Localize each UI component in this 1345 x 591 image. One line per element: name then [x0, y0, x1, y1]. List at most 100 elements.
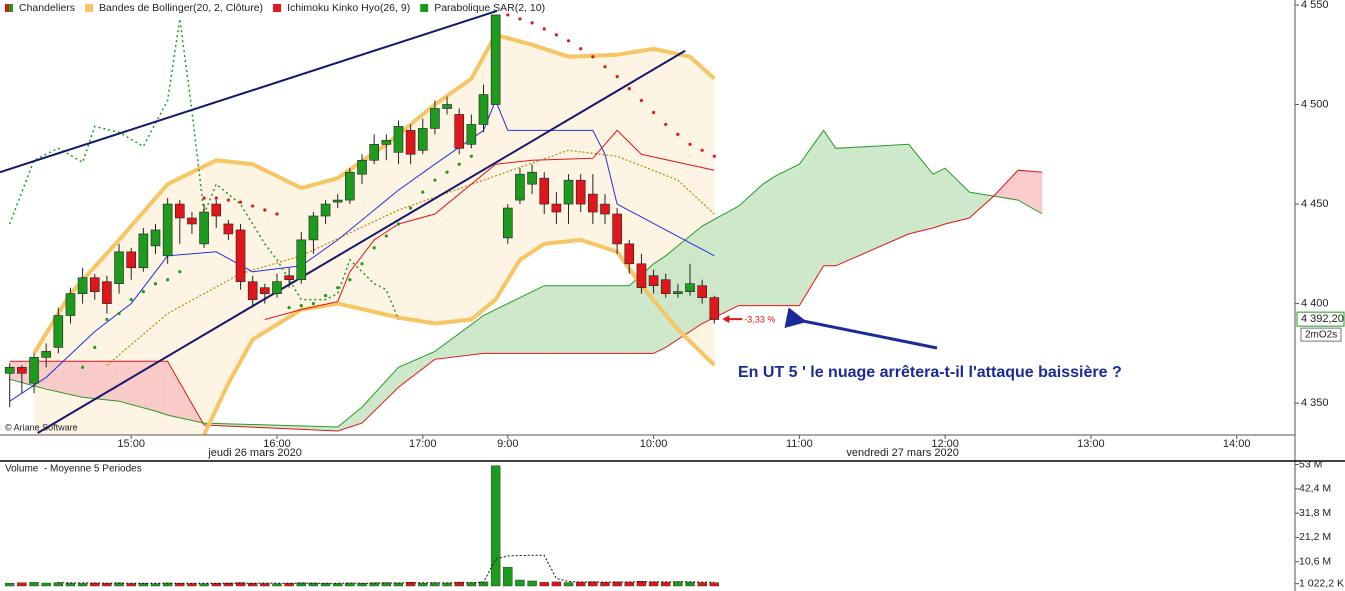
sar-dot [712, 154, 716, 158]
annotation: En UT 5 ' le nuage arrêtera-t-il l'attaq… [738, 364, 1122, 381]
candle-body [308, 215, 319, 241]
candle-body [211, 203, 222, 217]
volume-bar [247, 583, 258, 587]
volume-bar [284, 583, 294, 587]
cloud-fill [434, 315, 484, 360]
volume-bar [65, 583, 76, 587]
cloud-fill [629, 263, 654, 354]
volume-bar [685, 581, 695, 587]
change-label: -3,33 % [744, 315, 775, 325]
volume-bar [29, 582, 39, 587]
sar-dot [700, 148, 704, 152]
candle-body [260, 287, 270, 294]
sar-dot [469, 154, 473, 158]
candle-body [41, 351, 51, 358]
sar-dot [166, 278, 170, 282]
sar-dot [421, 190, 425, 194]
candle-body [430, 108, 440, 129]
volume-bar [333, 583, 343, 587]
candle-body [114, 251, 124, 284]
candle-body [187, 217, 197, 225]
volume-bar [588, 581, 598, 587]
candle-body [77, 277, 88, 294]
candle-body [660, 279, 671, 294]
timer-box [1300, 327, 1342, 342]
candle-body [332, 199, 343, 203]
candle-body [515, 173, 525, 201]
volume-ma [58, 554, 715, 584]
volume-y-tick-label: 42,4 M [1299, 483, 1331, 495]
volume-bar [41, 582, 51, 587]
cloud-fill [945, 168, 970, 224]
sar-dot [178, 270, 182, 274]
candle-body [53, 315, 64, 348]
volume-bar [77, 583, 88, 587]
volume-bar [126, 583, 136, 587]
sar-dot [93, 345, 97, 350]
last-price-box [1296, 311, 1345, 327]
cloud-fill [483, 285, 545, 354]
volume-y-tick-label: 53 M [1299, 458, 1322, 470]
senkou-b-line [9, 169, 1043, 432]
volume-y-tick-label: 21,2 M [1299, 531, 1331, 543]
sar-dot [615, 75, 619, 79]
last-price-label: 4 392,20 [1301, 313, 1344, 325]
volume-bar [697, 582, 707, 587]
sar-dot [445, 170, 449, 174]
candle-body [527, 171, 537, 185]
candle-body [138, 233, 149, 269]
volume-bar [5, 583, 15, 587]
sar-dot [117, 311, 121, 316]
candle-body [174, 203, 185, 219]
volume-bar [102, 583, 112, 587]
date-label: jeudi 26 mars 2020 [207, 447, 302, 459]
volume-bar [17, 582, 27, 587]
volume-bar [490, 465, 501, 587]
candle-body [102, 281, 112, 304]
candle-body [126, 251, 137, 269]
candle-body [345, 171, 355, 201]
candle-body [29, 357, 39, 384]
volume-bar [551, 581, 562, 587]
cloud-fill [799, 130, 824, 306]
cloud-fill [362, 367, 399, 424]
volume-bar [612, 581, 622, 587]
sar-dot [409, 206, 413, 210]
x-tick-label: 13:00 [1077, 438, 1105, 450]
sar-dot [627, 86, 631, 91]
cloud-fill [993, 170, 1019, 201]
volume-bar [150, 583, 161, 587]
candle-body [247, 281, 258, 300]
candle-body [709, 297, 720, 320]
sar-dot [651, 110, 656, 115]
sar-dot [251, 204, 255, 208]
legend-label: Ichimoku Kinko Hyo(26, 9) [287, 2, 410, 14]
sar-dot [360, 262, 364, 266]
volume-bar [527, 580, 537, 587]
volume-bar [442, 582, 452, 587]
kijun-line [264, 129, 715, 320]
sar-dot [287, 305, 291, 310]
volume-bar [345, 582, 355, 587]
sar-dot [129, 298, 133, 302]
cloud-fill [835, 144, 909, 266]
volume-bar [563, 582, 574, 587]
candle-body [551, 203, 562, 213]
volume-bar [235, 582, 246, 587]
trend-line [37, 49, 686, 434]
chikou-line [8, 18, 400, 320]
senkou-a-line [9, 129, 1043, 428]
sar-dot [263, 208, 267, 212]
sar-dot [141, 290, 145, 294]
cloud-fill [665, 225, 703, 348]
volume-bar [199, 583, 209, 587]
cloud-fill [544, 285, 630, 354]
volume-bar [539, 582, 549, 587]
volume-panel [5, 465, 720, 587]
candle-body [235, 229, 246, 283]
timer: 2mO2s [1305, 329, 1337, 340]
candle-body [539, 177, 550, 205]
volume-bar [260, 583, 270, 587]
sar-dot [311, 302, 316, 306]
